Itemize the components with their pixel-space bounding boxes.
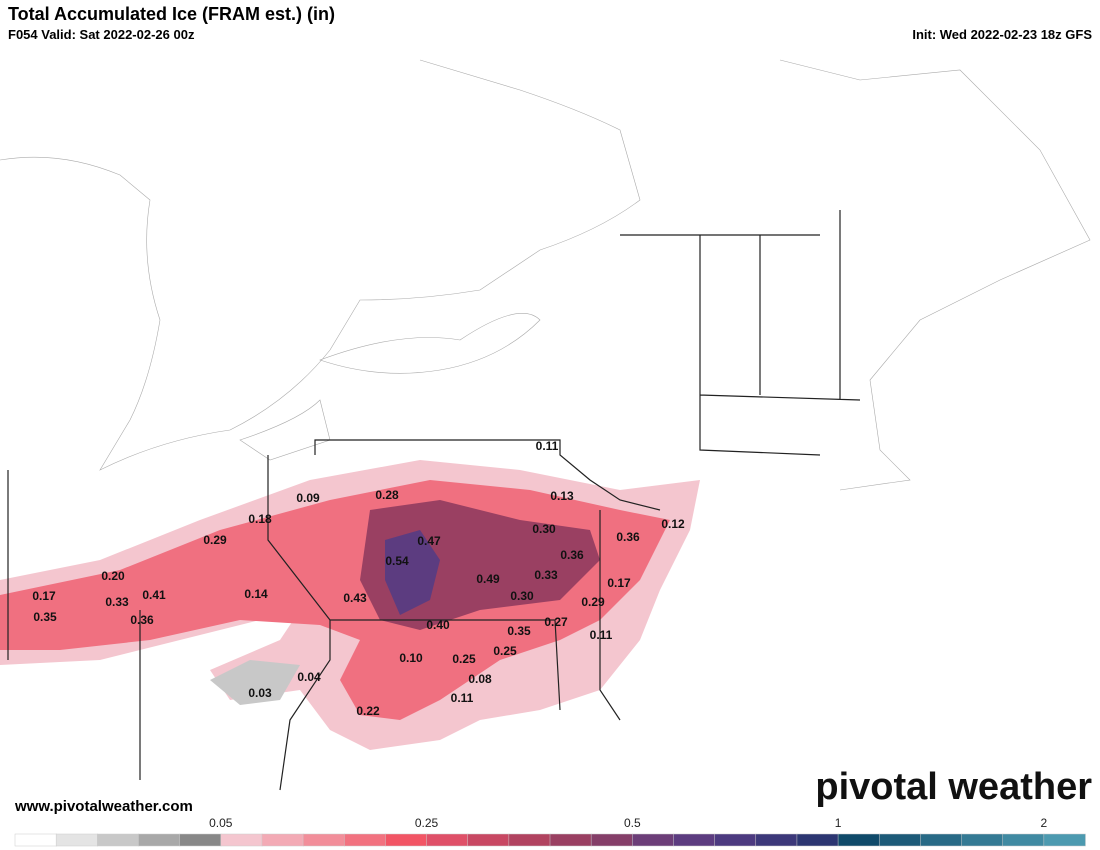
point-label: 0.11 bbox=[536, 439, 559, 453]
point-label: 0.29 bbox=[203, 533, 227, 547]
border bbox=[699, 210, 861, 456]
colorbar-swatch bbox=[179, 833, 222, 847]
point-label: 0.54 bbox=[385, 554, 409, 568]
point-label: 0.28 bbox=[375, 488, 399, 502]
point-label: 0.30 bbox=[510, 589, 534, 603]
point-label: 0.35 bbox=[507, 624, 531, 638]
point-label: 0.41 bbox=[142, 588, 166, 602]
border bbox=[599, 234, 820, 721]
colorbar-swatch bbox=[755, 833, 798, 847]
coast bbox=[779, 59, 1091, 491]
point-label: 0.08 bbox=[468, 672, 492, 686]
point-label: 0.25 bbox=[493, 644, 517, 658]
colorbar-swatch bbox=[590, 833, 634, 847]
colorbar-swatch bbox=[467, 833, 510, 847]
point-label: 0.27 bbox=[544, 615, 568, 629]
init-time: Init: Wed 2022-02-23 18z GFS bbox=[912, 27, 1092, 42]
colorbar-swatch bbox=[55, 833, 99, 847]
point-label: 0.14 bbox=[244, 587, 268, 601]
point-label: 0.40 bbox=[426, 618, 450, 632]
footer-url: www.pivotalweather.com bbox=[15, 798, 193, 815]
point-label: 0.17 bbox=[607, 576, 631, 590]
colorbar-swatch bbox=[138, 833, 181, 847]
border bbox=[7, 470, 331, 791]
point-label: 0.11 bbox=[451, 691, 474, 705]
colorbar-tick-label: 2 bbox=[1041, 816, 1048, 830]
colorbar-swatch bbox=[878, 833, 922, 847]
colorbar-swatch bbox=[261, 833, 304, 847]
colorbar-swatch bbox=[426, 833, 469, 847]
lake-outline bbox=[0, 59, 641, 471]
valid-time: F054 Valid: Sat 2022-02-26 00z bbox=[8, 27, 195, 42]
lake-ontario bbox=[319, 313, 541, 374]
colorbar-swatch bbox=[549, 833, 592, 847]
point-label: 0.03 bbox=[248, 686, 272, 700]
colorbar-tick-label: 1 bbox=[835, 816, 842, 830]
point-label: 0.17 bbox=[32, 589, 56, 603]
colorbar-swatch bbox=[632, 833, 675, 847]
point-label: 0.11 bbox=[590, 628, 613, 642]
point-label: 0.43 bbox=[343, 591, 367, 605]
colorbar-swatch bbox=[714, 833, 757, 847]
point-label: 0.09 bbox=[296, 491, 320, 505]
colorbar-swatch bbox=[385, 833, 428, 847]
colorbar-swatch bbox=[343, 833, 387, 847]
point-label: 0.10 bbox=[399, 651, 423, 665]
colorbar-swatch bbox=[796, 833, 839, 847]
colorbar-swatch bbox=[961, 833, 1004, 847]
point-label: 0.12 bbox=[661, 517, 685, 531]
point-label: 0.18 bbox=[248, 512, 272, 526]
border bbox=[314, 439, 661, 511]
title: Total Accumulated Ice (FRAM est.) (in) bbox=[8, 4, 336, 24]
point-label: 0.22 bbox=[356, 704, 380, 718]
point-label: 0.36 bbox=[560, 548, 584, 562]
colorbar-swatch bbox=[14, 833, 57, 847]
point-label: 0.33 bbox=[534, 568, 558, 582]
ice-swath-grey bbox=[210, 660, 300, 705]
point-label: 0.36 bbox=[130, 613, 154, 627]
point-label: 0.29 bbox=[581, 595, 605, 609]
point-label: 0.04 bbox=[297, 670, 321, 684]
point-label: 0.33 bbox=[105, 595, 129, 609]
colorbar-tick-label: 0.05 bbox=[209, 816, 233, 830]
colorbar-swatch bbox=[302, 833, 345, 847]
colorbar-swatch bbox=[508, 833, 551, 847]
point-label: 0.30 bbox=[532, 522, 556, 536]
colorbar-swatch bbox=[97, 833, 140, 847]
colorbar-swatch bbox=[220, 833, 263, 847]
ice-swath-max bbox=[385, 530, 440, 615]
colorbar-swatch bbox=[673, 833, 716, 847]
logo: pivotal weather bbox=[815, 766, 1092, 808]
point-label: 0.49 bbox=[476, 572, 500, 586]
lake-erie bbox=[239, 399, 331, 461]
colorbar-swatch bbox=[920, 833, 963, 847]
point-label: 0.13 bbox=[550, 489, 574, 503]
point-label: 0.20 bbox=[101, 569, 125, 583]
colorbar-tick-label: 0.25 bbox=[415, 816, 439, 830]
colorbar-swatch bbox=[837, 833, 880, 847]
point-label: 0.47 bbox=[417, 534, 441, 548]
point-label: 0.36 bbox=[616, 530, 640, 544]
colorbar-swatch bbox=[1043, 833, 1086, 847]
colorbar-swatch bbox=[1002, 833, 1045, 847]
point-label: 0.25 bbox=[452, 652, 476, 666]
colorbar-tick-label: 0.5 bbox=[624, 816, 641, 830]
point-label: 0.35 bbox=[33, 610, 57, 624]
